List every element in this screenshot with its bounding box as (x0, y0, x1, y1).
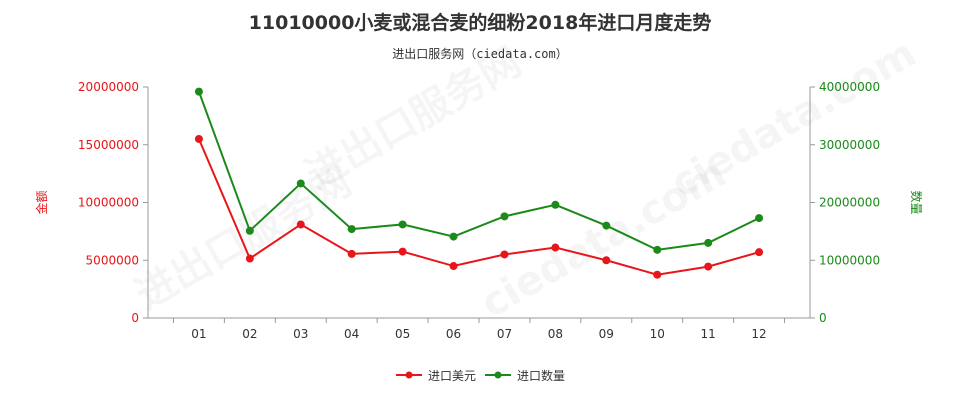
y-right-axis-title: 数量 (909, 190, 924, 214)
x-tick-label: 09 (599, 327, 614, 341)
series-2-point (296, 179, 305, 188)
series-1-point (194, 134, 203, 143)
series-1-point (755, 248, 764, 257)
series-1-point (602, 256, 611, 265)
series-2-point (449, 232, 458, 241)
series-1-point (398, 247, 407, 256)
series-1-point (653, 270, 662, 279)
series-1-point (551, 243, 560, 252)
y-left-tick-label: 10000000 (78, 196, 139, 210)
series-2-point (551, 200, 560, 209)
series-1-point (449, 262, 458, 271)
y-left-tick-label: 5000000 (86, 253, 139, 267)
series-2-point (245, 226, 254, 235)
legend-marker-2 (494, 371, 502, 379)
x-tick-label: 04 (344, 327, 359, 341)
legend-marker-1 (405, 371, 413, 379)
series-2-point (653, 245, 662, 254)
series-1-point (296, 220, 305, 229)
series-2-point (755, 214, 764, 223)
series-2-point (398, 220, 407, 229)
series-line-2 (197, 91, 760, 251)
x-tick-label: 12 (751, 327, 766, 341)
watermark-text: ciedata.com (663, 30, 924, 207)
watermark-text: 进出口服务网 (298, 39, 529, 199)
y-right-tick-label: 30000000 (819, 138, 880, 152)
x-tick-label: 01 (191, 327, 206, 341)
series-1-point (347, 249, 356, 258)
x-tick-label: 07 (497, 327, 512, 341)
x-tick-label: 08 (548, 327, 563, 341)
x-tick-label: 11 (701, 327, 716, 341)
x-tick-label: 06 (446, 327, 461, 341)
chart-title: 11010000小麦或混合麦的细粉2018年进口月度走势 (248, 12, 712, 34)
series-line-1 (198, 138, 760, 276)
legend-label-2: 进口数量 (517, 368, 565, 383)
series-2-point (704, 238, 713, 247)
series-1-point (500, 250, 509, 259)
x-tick-label: 05 (395, 327, 410, 341)
y-left-tick-label: 15000000 (78, 138, 139, 152)
y-right-tick-label: 20000000 (819, 196, 880, 210)
y-left-tick-label: 0 (131, 311, 139, 325)
x-tick-label: 03 (293, 327, 308, 341)
legend-label-1: 进口美元 (428, 369, 476, 383)
x-tick-label: 02 (242, 327, 257, 341)
series-2-point (347, 225, 356, 234)
series-2-point (602, 221, 611, 230)
x-tick-label: 10 (650, 327, 665, 341)
chart-subtitle: 进出口服务网（ciedata.com） (392, 47, 568, 61)
series-1-point (245, 254, 254, 263)
series-2-point (194, 87, 203, 96)
y-right-tick-label: 0 (819, 311, 827, 325)
y-left-axis-title: 金额 (34, 190, 49, 214)
y-right-tick-label: 10000000 (819, 253, 880, 267)
y-right-tick-label: 40000000 (819, 80, 880, 94)
y-left-tick-label: 20000000 (78, 80, 139, 94)
series-1-point (704, 262, 713, 271)
series-2-point (500, 212, 509, 221)
